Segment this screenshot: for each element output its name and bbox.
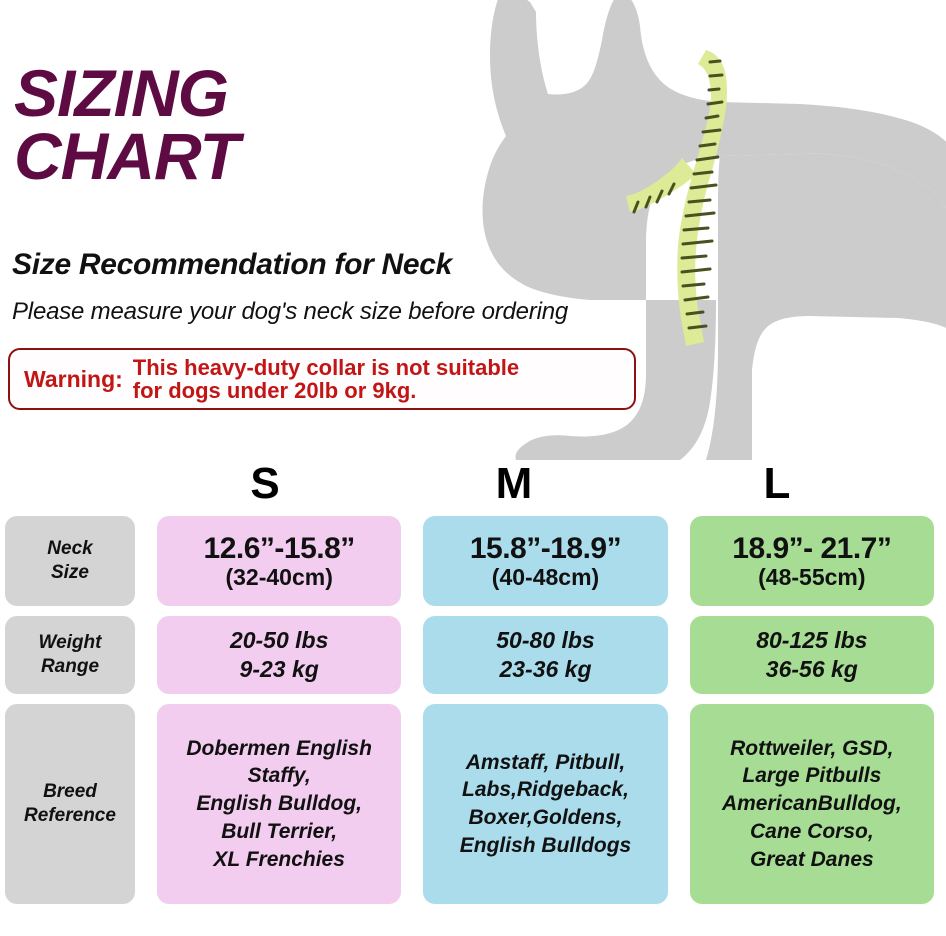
table-row: Weight Range 20-50 lbs 9-23 kg 50-80 lbs… [0, 616, 946, 694]
page-title: SIZING CHART [14, 56, 654, 194]
breed-line: Dobermen English [186, 736, 372, 760]
warning-label: Warning: [24, 365, 123, 392]
breed-cell-s: Dobermen English Staffy, English Bulldog… [157, 704, 402, 904]
neck-cm-l: (48-55cm) [758, 563, 866, 590]
breed-line: Large Pitbulls [742, 764, 882, 788]
warning-line-1: This heavy-duty collar is not suitable [132, 354, 520, 380]
warning-box: Warning: This heavy-duty collar is not s… [8, 348, 636, 410]
neck-size-cell-s: 12.6”-15.8” (32-40cm) [157, 516, 402, 606]
breed-line: XL Frenchies [213, 847, 345, 871]
row-label-neck-size: Neck Size [5, 516, 135, 606]
sizing-table: Neck Size 12.6”-15.8” (32-40cm) 15.8”-18… [0, 516, 946, 914]
weight-cell-l: 80-125 lbs 36-56 kg [689, 616, 934, 694]
row-label-breed-reference: Breed Reference [5, 704, 135, 904]
size-header-s: S [250, 459, 280, 508]
neck-inches-s: 12.6”-15.8” [203, 532, 356, 566]
row-label-line-2: Reference [24, 805, 116, 826]
breed-line: English Bulldog, [196, 792, 362, 816]
neck-inches-m: 15.8”-18.9” [469, 532, 622, 566]
breed-line: Labs,Ridgeback, [462, 778, 629, 802]
neck-cm-m: (40-48cm) [491, 563, 600, 590]
row-label-line-2: Size [50, 562, 90, 583]
breed-line: Staffy, [247, 764, 311, 788]
row-label-line-1: Breed [43, 781, 97, 803]
weight-kg-l: 36-56 kg [765, 656, 858, 682]
weight-kg-m: 23-36 kg [499, 656, 592, 682]
table-row: Breed Reference Dobermen English Staffy,… [0, 704, 946, 904]
breed-line: Amstaff, Pitbull, [465, 750, 626, 774]
title-line-1: SIZING [14, 56, 229, 130]
weight-cell-s: 20-50 lbs 9-23 kg [157, 616, 402, 694]
warning-line-2: for dogs under 20lb or 9kg. [132, 378, 417, 403]
breed-line: Great Danes [749, 847, 874, 871]
weight-kg-s: 9-23 kg [239, 656, 319, 682]
row-label-line-1: Neck [47, 538, 93, 560]
breed-line: Bull Terrier, [221, 819, 338, 843]
subtitle: Size Recommendation for Neck [12, 248, 453, 281]
neck-inches-l: 18.9”- 21.7” [732, 532, 892, 566]
instruction-text: Please measure your dog's neck size befo… [12, 298, 569, 325]
row-label-line-2: Range [40, 656, 100, 677]
row-label-weight-range: Weight Range [5, 616, 135, 694]
weight-lbs-m: 50-80 lbs [496, 626, 595, 653]
weight-lbs-s: 20-50 lbs [229, 626, 329, 653]
neck-size-cell-m: 15.8”-18.9” (40-48cm) [423, 516, 668, 606]
breed-line: Boxer,Goldens, [468, 806, 623, 829]
neck-cm-s: (32-40cm) [225, 563, 333, 590]
size-header-l: L [763, 459, 791, 508]
size-header-row: S M L [0, 462, 946, 510]
size-header-m: M [495, 459, 533, 508]
breed-line: Cane Corso, [749, 819, 874, 843]
breed-line: English Bulldogs [459, 833, 632, 857]
weight-cell-m: 50-80 lbs 23-36 kg [423, 616, 668, 694]
breed-cell-l: Rottweiler, GSD, Large Pitbulls American… [689, 704, 934, 904]
neck-size-cell-l: 18.9”- 21.7” (48-55cm) [689, 516, 934, 606]
title-line-2: CHART [14, 119, 240, 194]
breed-line: Rottweiler, GSD, [730, 736, 894, 760]
breed-cell-m: Amstaff, Pitbull, Labs,Ridgeback, Boxer,… [423, 704, 668, 904]
weight-lbs-l: 80-125 lbs [756, 626, 868, 653]
table-row: Neck Size 12.6”-15.8” (32-40cm) 15.8”-18… [0, 516, 946, 606]
warning-message: This heavy-duty collar is not suitable f… [132, 354, 520, 403]
row-label-line-1: Weight [38, 632, 102, 654]
breed-line: AmericanBulldog, [721, 792, 902, 816]
